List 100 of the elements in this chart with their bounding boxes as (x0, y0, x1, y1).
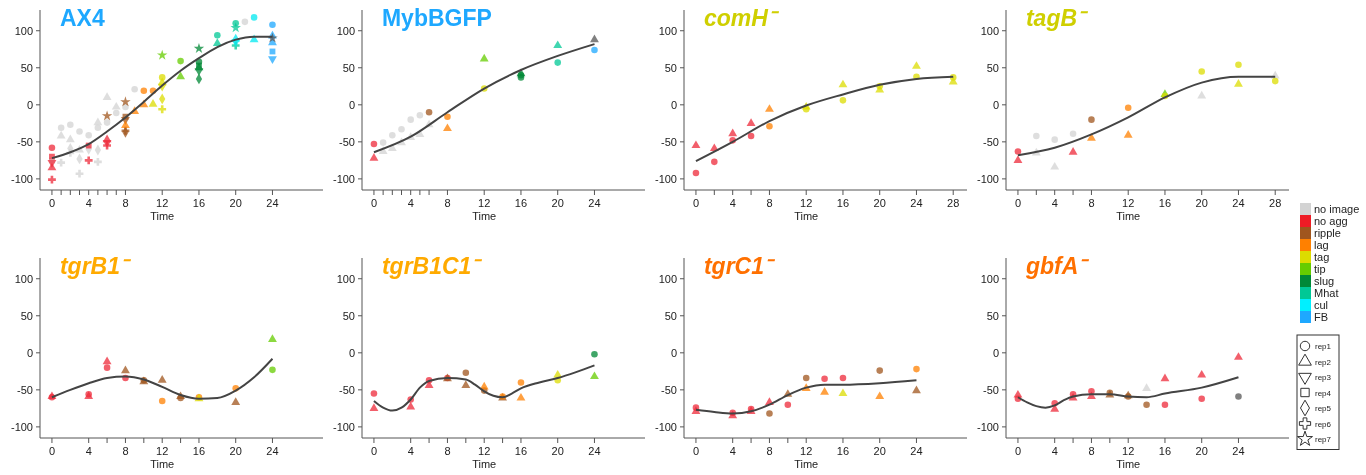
legend-label: slug (1314, 275, 1335, 287)
x-tick-label: 28 (1269, 197, 1282, 209)
x-tick-label: 8 (766, 445, 773, 457)
x-tick-label: 0 (48, 197, 56, 209)
x-tick-label: 24 (588, 445, 601, 457)
y-tick-label: 0 (26, 98, 33, 111)
y-tick-label: -50 (17, 383, 33, 396)
x-tick-label: 20 (873, 197, 886, 209)
y-tick-label: -100 (332, 420, 355, 433)
x-axis-title: Time (472, 458, 497, 470)
legend-label: no image (1314, 203, 1360, 215)
y-tick-label: -100 (10, 172, 33, 185)
x-tick-label: 0 (1014, 197, 1022, 209)
y-tick-label: -50 (661, 135, 677, 148)
legend-label: FB (1314, 311, 1329, 323)
legend-label: rep2 (1315, 357, 1332, 367)
x-tick-label: 16 (192, 197, 206, 209)
x-tick-label: 0 (1014, 445, 1022, 457)
x-tick-label: 4 (85, 197, 92, 209)
y-tick-label: 50 (342, 309, 355, 322)
x-tick-label: 0 (370, 197, 378, 209)
x-tick-label: 24 (910, 197, 923, 209)
chart-title: tgrB1⁻ (59, 253, 133, 279)
x-tick-label: 24 (266, 197, 279, 209)
x-tick-label: 4 (729, 445, 736, 457)
y-tick-label: -50 (983, 383, 999, 396)
chart-title: tgrC1⁻ (703, 253, 777, 279)
x-axis-title: Time (1116, 210, 1141, 222)
y-tick-label: 100 (658, 24, 677, 37)
y-tick-label: 100 (14, 24, 33, 37)
legend-label: rep1 (1315, 342, 1332, 351)
x-tick-label: 16 (836, 445, 850, 457)
x-tick-label: 4 (85, 445, 92, 457)
y-tick-label: 0 (348, 346, 355, 359)
y-tick-label: -50 (339, 135, 355, 148)
x-tick-label: 24 (266, 445, 279, 457)
x-tick-label: 16 (1158, 197, 1172, 209)
y-tick-label: -100 (10, 420, 33, 433)
x-tick-label: 12 (800, 197, 813, 209)
y-tick-label: 50 (20, 309, 33, 322)
y-tick-label: -50 (983, 135, 999, 148)
legend-label: tip (1314, 263, 1326, 275)
legend-label: tag (1314, 251, 1330, 263)
y-tick-label: 50 (20, 61, 33, 74)
x-tick-label: 12 (800, 445, 813, 457)
x-tick-label: 20 (873, 445, 886, 457)
x-tick-label: 12 (1122, 197, 1135, 209)
legend-label: ripple (1314, 227, 1341, 239)
x-tick-label: 8 (1088, 445, 1095, 457)
x-tick-label: 24 (1232, 445, 1245, 457)
x-tick-label: 4 (407, 445, 414, 457)
x-tick-label: 8 (122, 197, 129, 209)
y-tick-label: 100 (658, 272, 677, 285)
x-tick-label: 8 (444, 445, 451, 457)
y-tick-label: -100 (332, 172, 355, 185)
y-tick-label: 0 (992, 346, 999, 359)
y-tick-label: 100 (336, 272, 355, 285)
x-tick-label: 12 (1122, 445, 1135, 457)
x-tick-label: 4 (1051, 445, 1058, 457)
x-tick-label: 20 (1195, 445, 1208, 457)
x-tick-label: 12 (478, 197, 491, 209)
x-tick-label: 16 (1158, 445, 1172, 457)
x-axis-title: Time (794, 210, 819, 222)
y-tick-label: 0 (670, 346, 677, 359)
x-tick-label: 4 (1051, 197, 1058, 209)
x-tick-label: 8 (766, 197, 773, 209)
y-tick-label: 100 (980, 272, 999, 285)
x-tick-label: 20 (1195, 197, 1208, 209)
x-axis-title: Time (150, 210, 175, 222)
x-axis-title: Time (150, 458, 175, 470)
y-tick-label: -100 (976, 420, 999, 433)
x-tick-label: 4 (729, 197, 736, 209)
x-tick-label: 20 (229, 445, 242, 457)
legend-label: rep3 (1315, 373, 1332, 382)
x-axis-title: Time (794, 458, 819, 470)
y-tick-label: -50 (661, 383, 677, 396)
legend-label: no agg (1314, 215, 1348, 227)
x-tick-label: 16 (836, 197, 850, 209)
x-tick-label: 16 (192, 445, 206, 457)
x-tick-label: 16 (514, 445, 528, 457)
legend-label: cul (1314, 299, 1329, 311)
x-tick-label: 24 (1232, 197, 1245, 209)
x-tick-label: 0 (48, 445, 56, 457)
x-tick-label: 24 (910, 445, 923, 457)
x-axis-title: Time (472, 210, 497, 222)
x-tick-label: 8 (122, 445, 129, 457)
chart-title: AX4 (59, 5, 105, 31)
chart-title: gbfA⁻ (1024, 253, 1091, 279)
legend-label: rep7 (1315, 435, 1332, 444)
legend-label: rep4 (1315, 388, 1332, 398)
y-tick-label: -100 (976, 172, 999, 185)
x-tick-label: 4 (407, 197, 414, 209)
legend-label: rep5 (1315, 404, 1332, 413)
x-tick-label: 12 (156, 197, 169, 209)
legend-label: lag (1314, 239, 1329, 251)
y-tick-label: 0 (348, 98, 355, 111)
y-tick-label: -100 (654, 172, 677, 185)
chart-title: tagB⁻ (1025, 5, 1090, 31)
x-tick-label: 0 (692, 197, 700, 209)
x-tick-label: 0 (370, 445, 378, 457)
